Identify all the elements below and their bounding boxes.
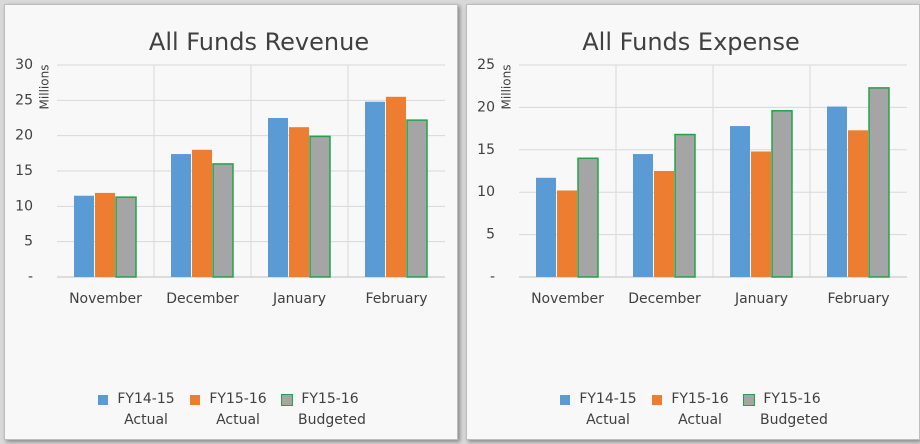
y-axis-label: Millions	[500, 65, 514, 110]
bar	[212, 163, 234, 278]
bar	[268, 118, 288, 277]
y-axis-label: Millions	[38, 65, 52, 110]
bar	[406, 119, 428, 278]
y-tick-label: 5	[24, 234, 33, 250]
bar	[730, 126, 750, 277]
x-tick-label: November	[531, 291, 604, 307]
chart-title: All Funds Revenue	[149, 28, 369, 56]
y-tick-label: 10	[477, 184, 495, 200]
x-tick-label: December	[166, 291, 239, 307]
legend-label: FY15-16 Actual	[209, 391, 267, 428]
legend-item: FY15-16 Budgeted	[280, 389, 366, 431]
x-tick-label: February	[365, 291, 427, 307]
legend-swatch	[743, 394, 755, 406]
y-tick-label: 15	[15, 163, 33, 179]
legend-swatch	[98, 395, 108, 405]
chart-panel: All Funds Revenue Millions - 5 10 15 20 25 30 Nov…	[4, 4, 458, 440]
legend: FY14-15 Actual FY15-16 Actual FY15-16 Budg…	[467, 389, 919, 431]
bar	[633, 154, 653, 277]
legend-label: FY15-16 Budgeted	[760, 391, 828, 428]
bar	[309, 135, 331, 278]
legend-swatch	[190, 395, 200, 405]
y-tick-label: 25	[477, 57, 495, 73]
legend-item: FY14-15 Actual	[96, 389, 182, 431]
legend-swatch	[560, 395, 570, 405]
bar	[171, 154, 191, 277]
bar	[95, 192, 115, 277]
y-tick-label: 15	[477, 142, 495, 158]
legend-label: FY14-15 Actual	[117, 391, 175, 428]
bar	[868, 87, 890, 278]
bar	[192, 149, 212, 277]
legend-item: FY14-15 Actual	[558, 389, 644, 431]
legend-label: FY15-16 Budgeted	[298, 391, 366, 428]
legend-item: FY15-16 Actual	[188, 389, 274, 431]
legend-swatch	[281, 394, 293, 406]
bar	[557, 190, 577, 277]
legend: FY14-15 Actual FY15-16 Actual FY15-16 Budg…	[5, 389, 457, 431]
bar	[848, 130, 868, 277]
bar	[365, 101, 385, 277]
y-tick-label: 20	[15, 128, 33, 144]
bar	[654, 171, 674, 277]
legend-label: FY14-15 Actual	[579, 391, 637, 428]
bar	[674, 133, 696, 278]
chart-panel: All Funds Expense Millions - 5 10 15 20 25 Novem…	[466, 4, 920, 440]
bar	[536, 177, 556, 277]
legend-item: FY15-16 Budgeted	[742, 389, 828, 431]
bar	[771, 110, 793, 278]
y-tick-label: 20	[477, 99, 495, 115]
bar	[751, 151, 771, 277]
legend-swatch	[652, 395, 662, 405]
legend-label: FY15-16 Actual	[671, 391, 729, 428]
y-tick-label: 30	[15, 57, 33, 73]
x-tick-label: December	[628, 291, 701, 307]
bar	[386, 96, 406, 277]
x-tick-label: November	[69, 291, 142, 307]
y-tick-label: -	[490, 269, 495, 285]
chart: All Funds Expense Millions - 5 10 15 20 25 Novem…	[477, 28, 907, 307]
y-tick-label: -	[28, 269, 33, 285]
chart-title: All Funds Expense	[582, 28, 800, 56]
y-tick-label: 5	[486, 227, 495, 243]
bar	[289, 127, 309, 277]
x-tick-label: January	[734, 291, 788, 307]
bar	[74, 195, 94, 277]
chart: All Funds Revenue Millions - 5 10 15 20 25 30 Nov…	[15, 28, 445, 307]
bar	[115, 196, 137, 278]
y-tick-label: 10	[15, 198, 33, 214]
x-tick-label: January	[272, 291, 326, 307]
y-tick-label: 25	[15, 92, 33, 108]
bar	[827, 106, 847, 277]
bar	[577, 157, 599, 278]
legend-item: FY15-16 Actual	[650, 389, 736, 431]
x-tick-label: February	[827, 291, 889, 307]
